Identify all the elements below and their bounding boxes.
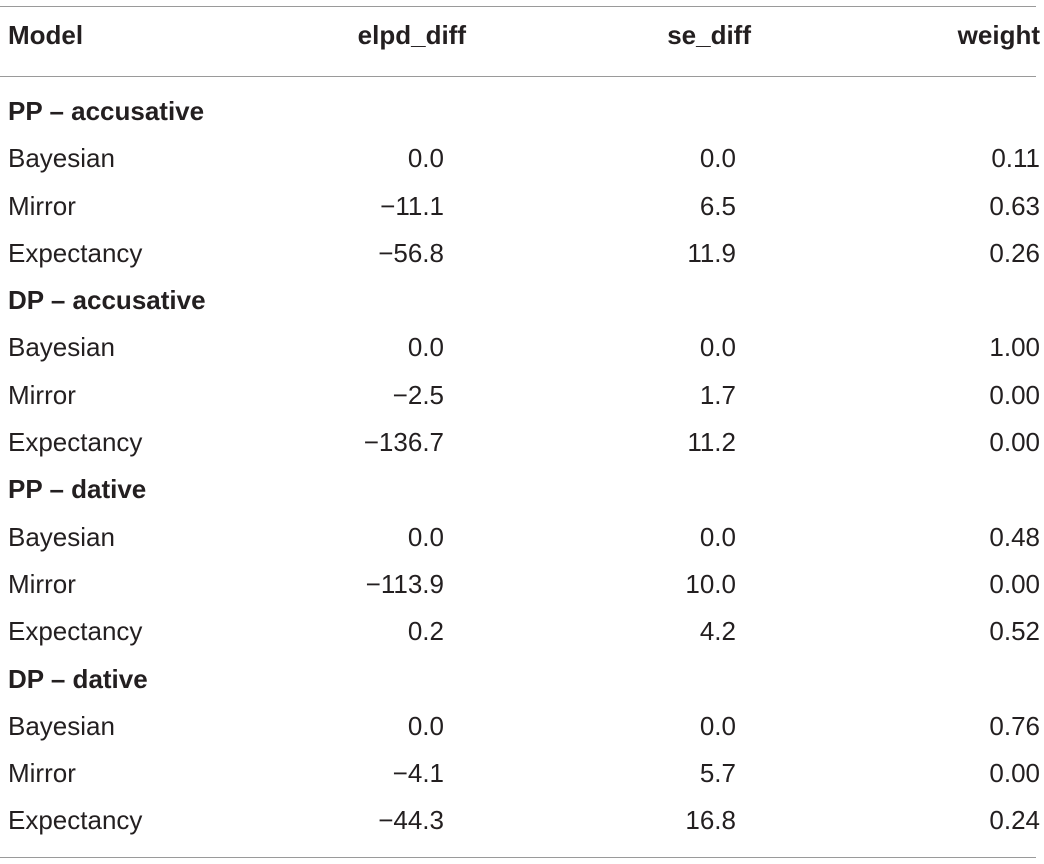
table-row: Expectancy 0.2 4.2 0.52 <box>0 614 1044 661</box>
table-top-rule <box>0 6 1036 7</box>
cell-elpd-diff: −56.8 <box>378 237 444 268</box>
cell-model: Mirror <box>8 190 76 221</box>
cell-se-diff: 0.0 <box>699 332 736 363</box>
cell-elpd-diff: −113.9 <box>365 568 444 599</box>
cell-model: Expectancy <box>8 616 143 647</box>
group-label: DP – dative <box>8 663 148 694</box>
cell-weight: 0.48 <box>989 521 1040 552</box>
cell-weight: 0.00 <box>989 379 1040 410</box>
cell-elpd-diff: 0.0 <box>407 332 444 363</box>
header-model: Model <box>8 20 84 50</box>
cell-elpd-diff: −2.5 <box>392 379 444 410</box>
cell-elpd-diff: 0.0 <box>407 521 444 552</box>
cell-model: Expectancy <box>8 237 143 268</box>
cell-weight: 0.00 <box>989 758 1040 789</box>
table-row: Mirror −2.5 1.7 0.00 <box>0 378 1044 425</box>
cell-se-diff: 0.0 <box>699 521 736 552</box>
cell-elpd-diff: 0.0 <box>407 143 444 174</box>
cell-weight: 0.52 <box>989 616 1040 647</box>
cell-weight: 0.76 <box>989 710 1040 741</box>
table-row: Mirror −11.1 6.5 0.63 <box>0 189 1044 236</box>
cell-weight: 1.00 <box>989 332 1040 363</box>
table-row: Expectancy −56.8 11.9 0.26 <box>0 236 1044 283</box>
header-elpd-diff: elpd_diff <box>357 20 466 50</box>
group-row: DP – dative <box>0 662 1044 709</box>
cell-se-diff: 0.0 <box>699 143 736 174</box>
group-row: DP – accusative <box>0 283 1044 330</box>
cell-weight: 0.11 <box>991 143 1040 174</box>
table-row: Bayesian 0.0 0.0 0.11 <box>0 141 1044 188</box>
group-row: PP – dative <box>0 472 1044 519</box>
table-row: Bayesian 0.0 0.0 0.76 <box>0 709 1044 756</box>
cell-weight: 0.24 <box>989 805 1040 836</box>
group-label: PP – dative <box>8 474 147 505</box>
cell-model: Bayesian <box>8 332 115 363</box>
cell-se-diff: 6.5 <box>699 190 736 221</box>
group-row: PP – accusative <box>0 94 1044 141</box>
cell-model: Expectancy <box>8 427 143 458</box>
header-se-diff: se_diff <box>667 20 751 50</box>
table-row: Bayesian 0.0 0.0 1.00 <box>0 330 1044 377</box>
cell-weight: 0.00 <box>989 427 1040 458</box>
table-header-rule <box>0 76 1036 77</box>
table-row: Mirror −113.9 10.0 0.00 <box>0 567 1044 614</box>
cell-elpd-diff: −44.3 <box>378 805 444 836</box>
table-header-row: Model elpd_diff se_diff weight <box>0 20 1044 64</box>
cell-se-diff: 10.0 <box>685 568 736 599</box>
cell-se-diff: 4.2 <box>699 616 736 647</box>
cell-se-diff: 5.7 <box>699 758 736 789</box>
cell-elpd-diff: −4.1 <box>392 758 444 789</box>
cell-model: Bayesian <box>8 710 115 741</box>
table-row: Bayesian 0.0 0.0 0.48 <box>0 520 1044 567</box>
group-label: PP – accusative <box>8 96 205 126</box>
table-row: Expectancy −136.7 11.2 0.00 <box>0 425 1044 472</box>
cell-se-diff: 0.0 <box>699 710 736 741</box>
cell-elpd-diff: −11.1 <box>380 190 444 221</box>
cell-se-diff: 11.2 <box>687 427 736 458</box>
cell-se-diff: 16.8 <box>685 805 736 836</box>
header-weight: weight <box>957 20 1040 50</box>
cell-se-diff: 11.9 <box>687 237 736 268</box>
cell-model: Expectancy <box>8 805 143 836</box>
cell-model: Bayesian <box>8 143 115 174</box>
cell-model: Mirror <box>8 379 76 410</box>
table-row: Expectancy −44.3 16.8 0.24 <box>0 803 1044 850</box>
group-label: DP – accusative <box>8 285 206 316</box>
cell-se-diff: 1.7 <box>699 379 736 410</box>
cell-elpd-diff: −136.7 <box>363 427 444 458</box>
cell-model: Mirror <box>8 758 76 789</box>
table-bottom-rule <box>0 857 1036 858</box>
cell-model: Mirror <box>8 568 76 599</box>
cell-weight: 0.63 <box>989 190 1040 221</box>
cell-weight: 0.26 <box>989 237 1040 268</box>
cell-model: Bayesian <box>8 521 115 552</box>
table-row: Mirror −4.1 5.7 0.00 <box>0 756 1044 803</box>
cell-weight: 0.00 <box>989 568 1040 599</box>
table-body: PP – accusative Bayesian 0.0 0.0 0.11 Mi… <box>0 94 1044 851</box>
cell-elpd-diff: 0.0 <box>407 710 444 741</box>
cell-elpd-diff: 0.2 <box>407 616 444 647</box>
